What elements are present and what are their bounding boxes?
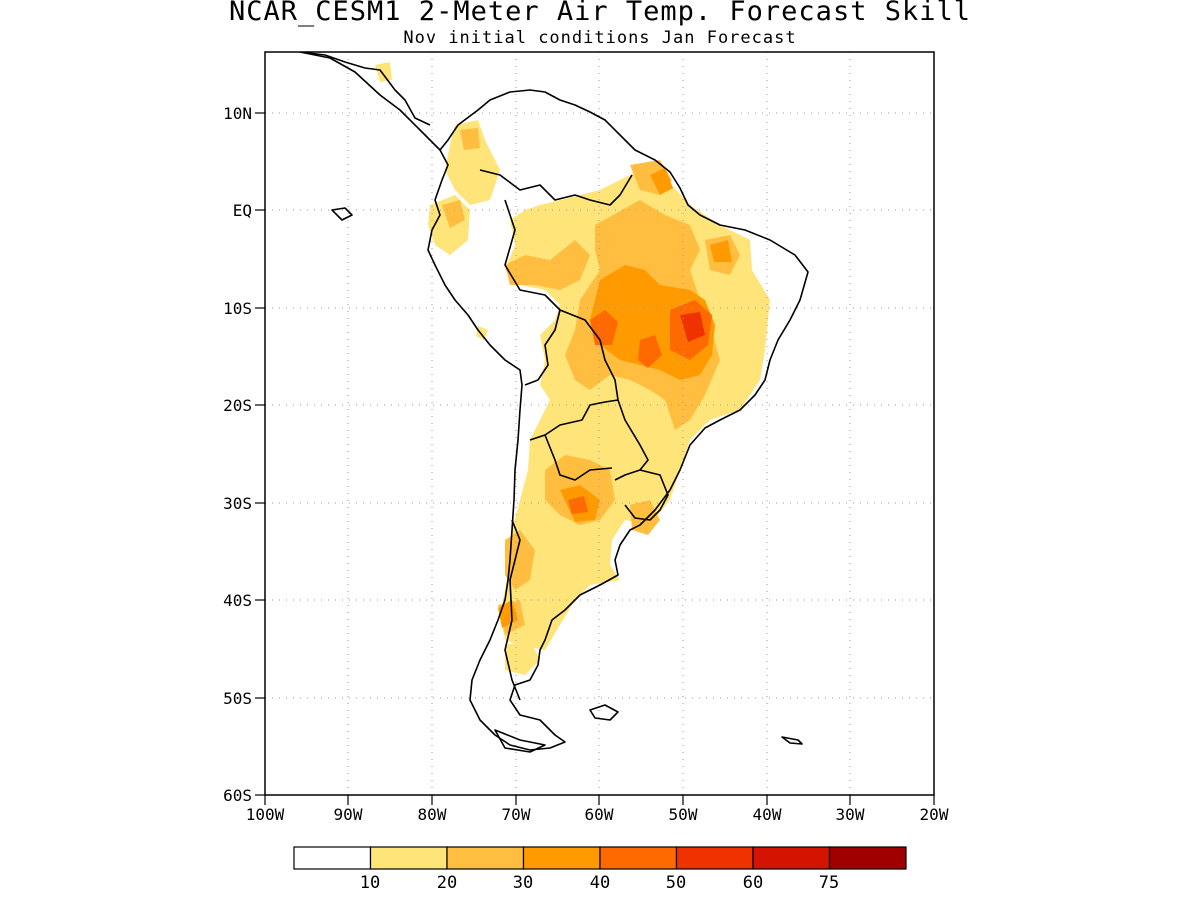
- colorbar-swatch-7: [828, 846, 907, 870]
- skill-region-peru: [476, 326, 488, 340]
- skill-region-tocantins: [680, 312, 705, 342]
- colorbar-label-60: 60: [743, 873, 763, 893]
- colorbar-label-50: 50: [666, 873, 686, 893]
- country-borders: [479, 169, 669, 701]
- tierra-del-fuego: [494, 729, 546, 753]
- lat-label-30s: 30S: [223, 494, 252, 513]
- lat-label-20s: 20S: [223, 396, 252, 415]
- skill-region-colombia-core: [460, 128, 480, 150]
- colorbar-swatch-3: [522, 846, 601, 870]
- lon-label-40w: 40W: [753, 805, 782, 824]
- lat-tick-marks: [255, 112, 265, 796]
- skill-region-amazon: [500, 170, 770, 650]
- falkland-islands: [589, 704, 619, 721]
- colorbar-label-30: 30: [513, 873, 533, 893]
- skill-region-ecuador-core: [442, 200, 465, 228]
- skill-region-western-amazon: [505, 240, 590, 290]
- lon-label-100w: 100W: [246, 805, 285, 824]
- colorbar-swatch-1: [369, 846, 448, 870]
- coastlines: [299, 52, 809, 753]
- south-georgia: [781, 736, 803, 745]
- colorbar-label-40: 40: [590, 873, 610, 893]
- chart-subtitle: Nov initial conditions Jan Forecast: [403, 28, 797, 48]
- skill-region-cerrado: [638, 335, 662, 368]
- lon-label-30w: 30W: [836, 805, 865, 824]
- lon-label-60w: 60W: [585, 805, 614, 824]
- lon-label-70w: 70W: [502, 805, 531, 824]
- colorbar: 10 20 30 40 50 60 75: [293, 846, 907, 893]
- lat-label-50s: 50S: [223, 689, 252, 708]
- skill-region-maranhao: [710, 240, 732, 262]
- lon-label-90w: 90W: [334, 805, 363, 824]
- lon-label-50w: 50W: [669, 805, 698, 824]
- central-america-coast: [299, 52, 431, 126]
- colorbar-label-10: 10: [360, 873, 380, 893]
- skill-region-cordoba: [568, 496, 588, 514]
- skill-region-patagonia: [505, 640, 540, 675]
- chart-title: NCAR_CESM1 2-Meter Air Temp. Forecast Sk…: [229, 0, 971, 27]
- colorbar-swatch-6: [752, 846, 831, 870]
- skill-region-colombia: [445, 120, 500, 205]
- lat-label-40s: 40S: [223, 591, 252, 610]
- graticule: [265, 52, 934, 795]
- colorbar-swatch-4: [599, 846, 678, 870]
- skill-shading: [375, 62, 770, 675]
- lat-label-eq: EQ: [233, 201, 252, 220]
- lat-label-10s: 10S: [223, 299, 252, 318]
- lon-label-80w: 80W: [418, 805, 447, 824]
- lat-label-60s: 60S: [223, 786, 252, 805]
- lat-label-10n: 10N: [223, 104, 252, 123]
- colorbar-swatch-5: [675, 846, 754, 870]
- south-america-coastline: [299, 52, 809, 751]
- colorbar-label-75: 75: [819, 873, 839, 893]
- colorbar-swatch-2: [446, 846, 525, 870]
- lon-tick-marks: [264, 795, 935, 805]
- colorbar-swatch-0: [293, 846, 372, 870]
- lon-label-20w: 20W: [920, 805, 949, 824]
- skill-region-cuyo: [505, 530, 535, 590]
- colorbar-label-20: 20: [437, 873, 457, 893]
- skill-region-central-america: [375, 62, 392, 82]
- galapagos: [331, 207, 353, 221]
- skill-region-para: [650, 168, 673, 195]
